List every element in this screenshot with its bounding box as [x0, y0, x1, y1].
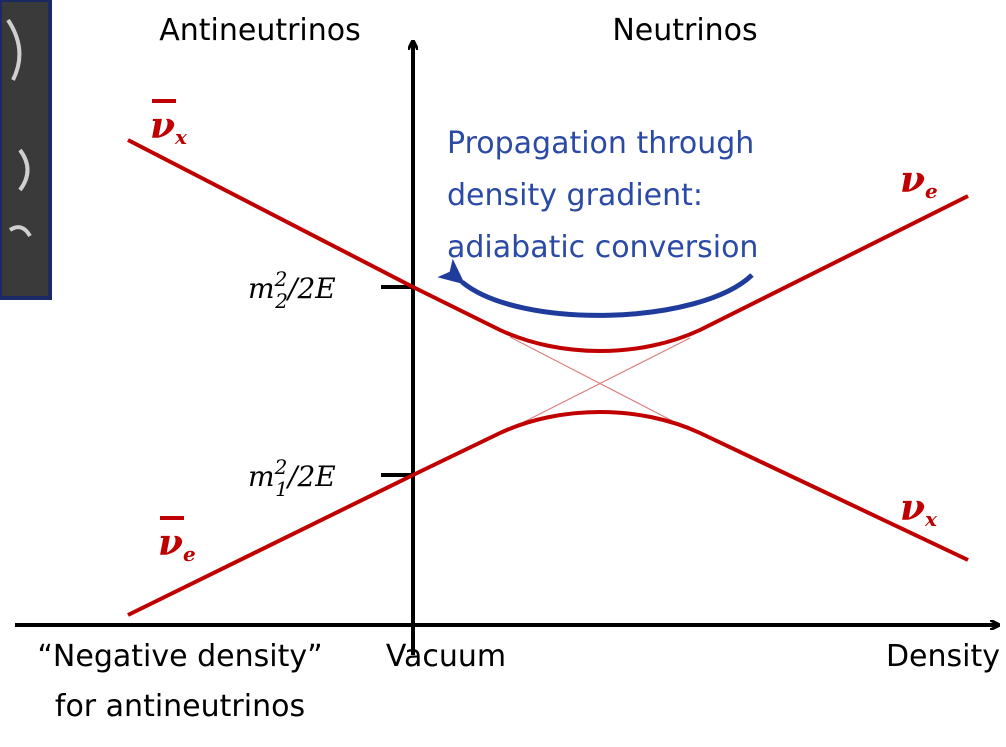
- annotation-line: density gradient:: [447, 178, 703, 213]
- curve-label: νx: [900, 487, 938, 531]
- x-label-left: “Negative density”: [37, 639, 322, 674]
- nu-symbol: νe: [158, 522, 196, 566]
- header-right: Neutrinos: [612, 13, 757, 48]
- diagram: Antineutrinos Neutrinos Propagation thro…: [0, 0, 1006, 747]
- curve-label: νe: [158, 518, 196, 566]
- lower-level: [128, 412, 968, 615]
- subscript: e: [925, 179, 938, 203]
- x-label-right: Density: [886, 639, 1000, 674]
- subscript: 2: [274, 289, 288, 313]
- base: m: [248, 460, 275, 493]
- x-label-left: for antineutrinos: [55, 689, 305, 724]
- annotation-line: adiabatic conversion: [447, 230, 758, 265]
- curve-label: νx: [150, 101, 188, 149]
- symbol: ν: [900, 159, 925, 201]
- symbol: ν: [158, 522, 183, 564]
- header-left: Antineutrinos: [159, 13, 361, 48]
- rest: /2E: [285, 272, 336, 305]
- base: m: [248, 272, 275, 305]
- symbol: ν: [900, 487, 925, 529]
- subscript: e: [183, 542, 196, 566]
- nu-symbol: νx: [150, 105, 188, 149]
- subscript: 1: [275, 477, 288, 501]
- conversion-arrow: [462, 275, 752, 315]
- superscript: 2: [274, 455, 288, 479]
- subscript: x: [174, 125, 188, 149]
- subscript: x: [924, 507, 938, 531]
- x-label-center: Vacuum: [386, 639, 506, 674]
- annotation-line: Propagation through: [447, 126, 754, 161]
- curve-label: νe: [900, 159, 938, 203]
- superscript: 2: [274, 267, 288, 291]
- photo: [0, 0, 50, 298]
- symbol: ν: [150, 105, 175, 147]
- rest: /2E: [285, 460, 336, 493]
